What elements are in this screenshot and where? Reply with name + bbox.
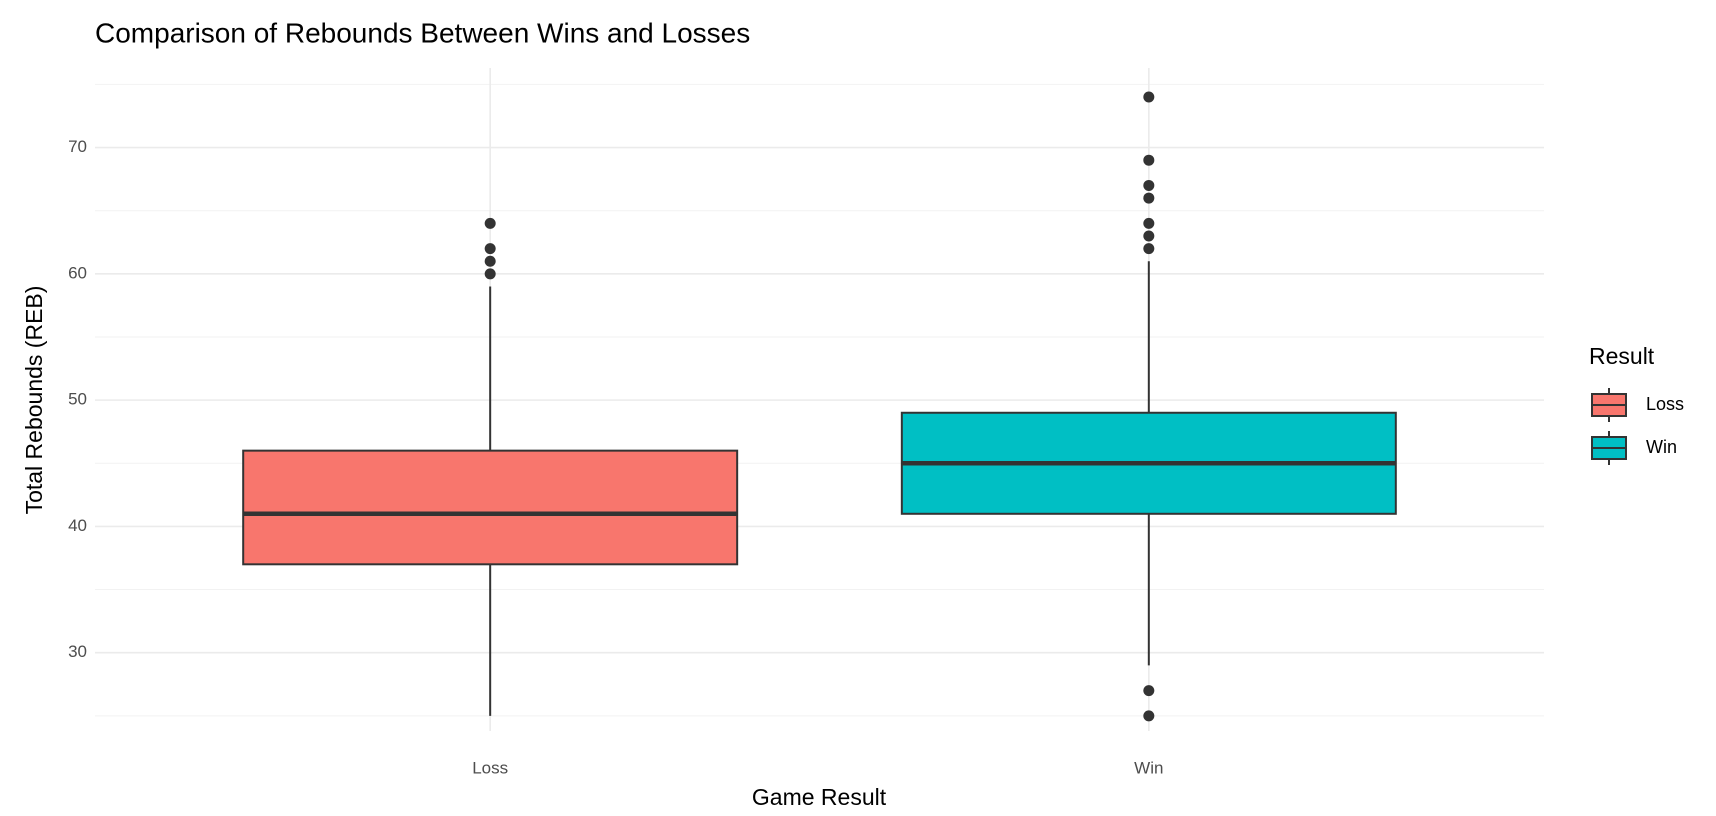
outlier [1143,217,1155,229]
legend-title: Result [1589,343,1655,369]
y-tick-label: 70 [68,137,87,156]
outlier [1143,154,1155,166]
x-tick-label: Loss [472,758,508,777]
chart-title: Comparison of Rebounds Between Wins and … [95,17,750,48]
outlier [1143,710,1155,722]
y-tick-label: 60 [68,263,87,282]
outlier [1143,230,1155,242]
outlier [484,243,496,255]
legend-label: Win [1646,437,1677,457]
y-tick-label: 50 [68,390,87,409]
y-axis-title: Total Rebounds (REB) [21,286,47,515]
outlier [1143,91,1155,103]
x-tick-label: Win [1134,758,1163,777]
outlier [484,255,496,267]
y-tick-label: 40 [68,516,87,535]
outlier [1143,685,1155,697]
legend-label: Loss [1646,394,1684,414]
y-tick-label: 30 [68,642,87,661]
outlier [1143,192,1155,204]
x-axis-title: Game Result [752,784,887,810]
outlier [484,268,496,280]
outlier [1143,243,1155,255]
box [242,449,739,566]
outlier [484,217,496,229]
outlier [1143,179,1155,191]
